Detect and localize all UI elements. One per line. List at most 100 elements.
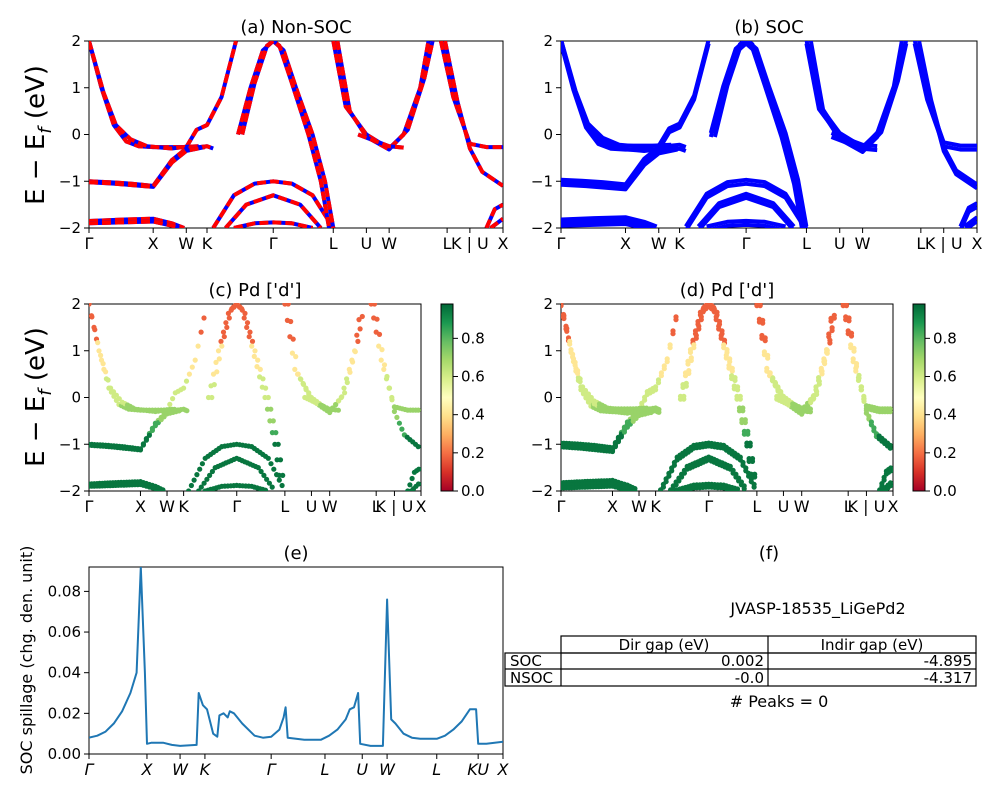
plot-a-xtick-label: Γ (85, 234, 94, 253)
band-point (276, 472, 282, 478)
band-point (713, 317, 719, 323)
plot-a-xtick-label: K | U (451, 234, 489, 253)
band-point (261, 472, 267, 478)
plot-b-xtick-label: Γ (557, 234, 566, 253)
colorbar-tick-label: 0.8 (461, 329, 485, 347)
band-point (262, 394, 268, 401)
colorbar-d-gradient (912, 303, 926, 492)
band-point (416, 466, 421, 472)
band-point (216, 356, 222, 362)
band-point (293, 354, 299, 360)
band-point (658, 373, 665, 379)
band-point (239, 306, 245, 312)
band-point (255, 465, 261, 471)
plot-a-xtick-label: L (443, 234, 452, 253)
band-point (333, 402, 339, 408)
band-point (609, 448, 616, 455)
band-point (739, 419, 745, 426)
band-point (829, 327, 835, 334)
plot-d-xtick-label: K (650, 497, 661, 516)
plot-c-xtick-label: W (159, 497, 175, 516)
plot-e-xtick-label: U (356, 760, 368, 779)
band-point (888, 468, 893, 474)
band-point (184, 408, 190, 414)
band-point (289, 350, 295, 356)
plot-d-xtick-label: X (888, 497, 899, 516)
band-line-nsoc-dashed (89, 145, 206, 189)
band-point (303, 387, 309, 393)
band-point (140, 442, 146, 448)
band-line-nsoc-dashed (224, 193, 323, 228)
band-point (858, 387, 865, 393)
plot-c-xtick-label: X (416, 497, 427, 516)
band-point (223, 320, 229, 326)
band-line-soc-split (964, 219, 977, 228)
band-point (95, 340, 101, 346)
band-point (374, 316, 380, 322)
band-line-soc (830, 131, 878, 149)
band-point (376, 343, 382, 349)
plot-b-xtick-label: X (972, 234, 983, 253)
plot-c-xtick-label: K | U (376, 497, 414, 516)
band-line-soc-split (685, 181, 808, 228)
band-point (887, 445, 893, 451)
band-point (726, 365, 732, 371)
band-line-nsoc-dashed (443, 41, 503, 188)
plot-a-xtick-label: K (202, 234, 213, 253)
band-point (658, 490, 663, 491)
band-point (336, 398, 342, 404)
plot-a-ytick-label: −1 (59, 172, 81, 190)
band-point (824, 350, 830, 356)
plot-b-xtick-label: K (674, 234, 685, 253)
chart-title-d: (d) Pd ['d'] (680, 280, 775, 301)
band-point (224, 324, 230, 330)
plot-c-frame (88, 303, 422, 492)
band-line-soc (561, 41, 672, 149)
plot-b-ytick-label: −2 (531, 219, 553, 237)
plot-a-xtick-label: W (178, 234, 194, 253)
band-line-nsoc (443, 41, 503, 188)
plot-c-xtick-label: L (280, 497, 289, 516)
band-point (262, 487, 269, 491)
band-point (661, 366, 667, 372)
table-cell-nsoc-indir: -4.317 (924, 669, 972, 687)
band-point (561, 315, 567, 322)
band-point (618, 434, 625, 440)
band-point (379, 347, 385, 353)
band-point (760, 320, 766, 326)
band-point (399, 426, 405, 432)
band-point (186, 371, 192, 377)
band-point (407, 482, 413, 488)
band-point (642, 397, 648, 403)
band-point (339, 394, 345, 400)
band-point (218, 338, 224, 344)
band-point (204, 476, 210, 482)
plot-d-xtick-label: U (778, 497, 790, 516)
band-point (195, 343, 201, 349)
band-point (272, 441, 278, 447)
band-point (734, 396, 740, 402)
plot-d-xtick-label: W (794, 497, 810, 516)
band-line-nsoc (89, 41, 238, 150)
band-point (226, 315, 232, 321)
band-point (198, 329, 204, 335)
band-point (751, 484, 757, 490)
plot-b-xtick-label: W (855, 234, 871, 253)
plot-d-xtick-label: X (607, 497, 618, 516)
table-cell-soc-dir: 0.002 (721, 652, 764, 670)
plot-d-xtick-label: L (752, 497, 761, 516)
band-point (670, 486, 676, 491)
plot-c-xtick-label: X (135, 497, 146, 516)
band-point (103, 369, 109, 375)
plot-a-xtick-label: U (361, 234, 373, 253)
plot-b-xtick-label: L (916, 234, 925, 253)
band-point (137, 447, 144, 453)
band-point (220, 329, 227, 335)
band-point (149, 427, 155, 433)
band-point (741, 486, 747, 491)
table-row-label-soc: SOC (510, 652, 542, 670)
band-point (279, 482, 285, 489)
band-line-soc-split (808, 43, 909, 154)
